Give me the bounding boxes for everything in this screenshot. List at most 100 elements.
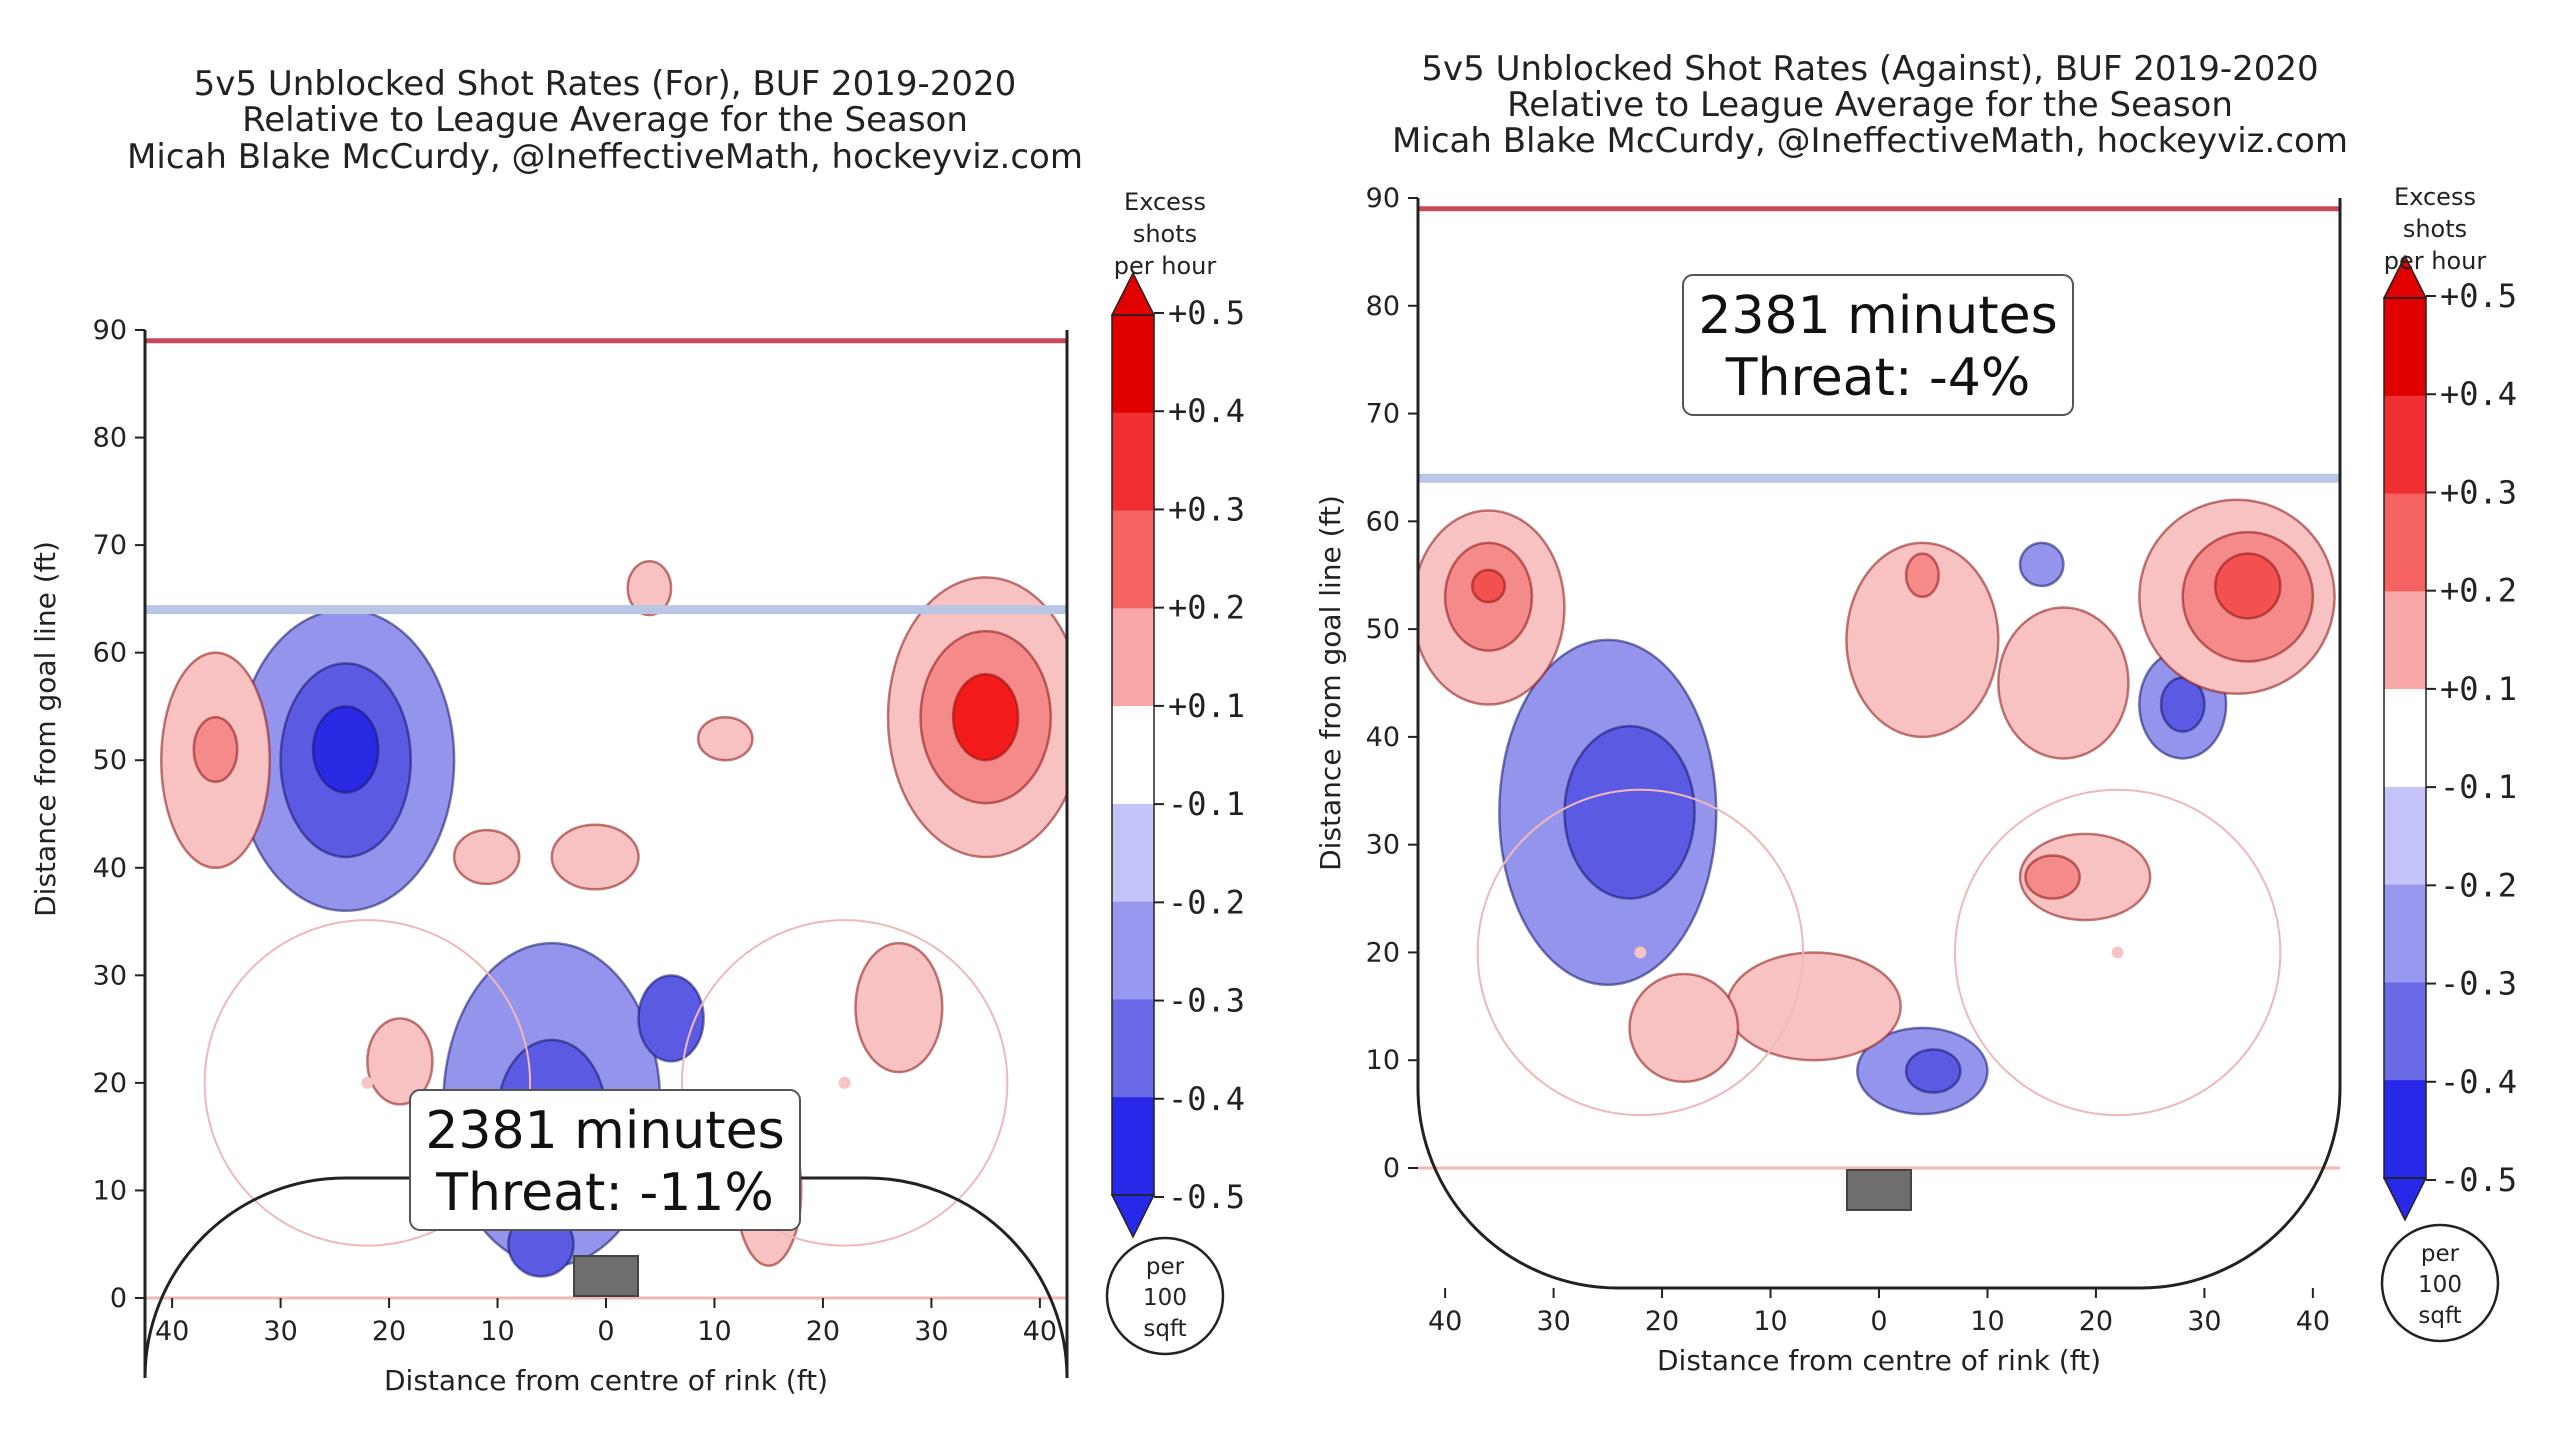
x-tick-label: 40 [1428,1306,1462,1337]
y-tick-label: 40 [93,853,127,884]
x-tick-label: 10 [697,1316,731,1347]
colorbar-band [1112,901,1154,1000]
colorbar-tick-label: +0.1 [1168,687,1245,725]
y-tick-label: 50 [1366,614,1400,645]
chart-panel-for: 5v5 Unblocked Shot Rates (For), BUF 2019… [29,64,1245,1397]
y-axis-label: Distance from goal line (ft) [1314,495,1347,871]
faceoff-dot [1634,946,1647,959]
colorbar-tick-label: +0.3 [1168,490,1245,528]
x-tick-label: 30 [1536,1306,1570,1337]
colorbar-frame [2383,297,2427,1179]
colorbar-band [1112,999,1154,1098]
heat-region-deficit [2018,541,2065,588]
colorbar-title-line: Excess [2394,183,2476,211]
colorbar-title-line: per hour [1114,252,1217,280]
colorbar-tick-label: -0.2 [1168,883,1245,921]
chart-title-line-3: Micah Blake McCurdy, @IneffectiveMath, h… [1392,121,2348,161]
colorbar-tick-label: -0.3 [1168,982,1245,1020]
colorbar-band [1112,1097,1154,1196]
y-tick-label: 10 [1366,1045,1400,1076]
colorbar-band [1112,706,1154,805]
x-tick-label: 30 [2187,1306,2221,1337]
colorbar-tick-label: -0.4 [2440,1063,2517,1101]
faceoff-circle [680,919,1009,1247]
y-tick-label: 90 [93,315,127,346]
unit-badge-line: 100 [1143,1285,1187,1311]
colorbar-band [2384,689,2426,788]
heat-region-excess [626,559,673,617]
colorbar-band [2384,1080,2426,1179]
unit-badge-line: per [1146,1254,1185,1280]
y-tick-label: 30 [1366,830,1400,861]
chart-panel-against: 5v5 Unblocked Shot Rates (Against), BUF … [1314,49,2517,1377]
colorbar-band [1112,608,1154,707]
heat-region-excess [854,941,944,1074]
y-axis-label: Distance from goal line (ft) [29,541,62,917]
y-tick-label: 10 [93,1175,127,1206]
y-tick-label: 20 [93,1068,127,1099]
y-tick-label: 50 [93,745,127,776]
heat-region-excess [696,715,754,762]
colorbar-band [1112,510,1154,609]
colorbar-tick-label: +0.2 [1168,589,1245,627]
unit-badge [2380,1223,2500,1343]
y-tick-label: 60 [1366,506,1400,537]
heat-region-excess [1997,606,2130,760]
heat-region-excess [1470,568,1507,604]
x-tick-label: 40 [155,1316,189,1347]
y-tick-label: 0 [1383,1153,1400,1184]
heat-region-deficit [1904,1048,1962,1094]
colorbar-band [2384,982,2426,1081]
threat-label: Threat: -11% [435,1163,774,1223]
colorbar-band [1112,412,1154,512]
x-tick-label: 20 [1645,1306,1679,1337]
y-tick-label: 70 [93,530,127,561]
colorbar-tick-label: +0.5 [1168,294,1245,332]
y-tick-label: 60 [93,638,127,669]
colorbar-tick-label: -0.3 [2440,965,2517,1003]
x-tick-label: 30 [263,1316,297,1347]
summary-box [1682,274,2074,416]
heat-region-excess [366,1017,434,1106]
chart-title-line-2: Relative to League Average for the Seaso… [1507,85,2233,125]
heat-region-excess [2024,854,2081,900]
colorbar-band [1112,803,1154,903]
colorbar-tick-label: +0.4 [1168,392,1245,430]
y-tick-label: 20 [1366,937,1400,968]
heat-region-excess [550,823,640,891]
heat-region-excess [1725,951,1902,1062]
colorbar-band [2384,591,2426,690]
colorbar-tick-label: +0.3 [2440,473,2517,511]
x-tick-label: 20 [2079,1306,2113,1337]
x-tick-label: 20 [372,1316,406,1347]
heat-region-deficit [637,974,705,1063]
unit-badge-line: sqft [1143,1316,1186,1342]
colorbar-frame [1111,314,1155,1196]
colorbar-tick-label: -0.1 [1168,785,1245,823]
faceoff-dot [2111,946,2124,959]
unit-badge-line: per [2421,1241,2460,1267]
faceoff-circle [1953,788,2282,1117]
heat-region-excess [1628,972,1740,1084]
unit-badge-line: 100 [2418,1272,2462,1298]
colorbar-band [2384,786,2426,886]
colorbar-bottom-arrow [1110,1194,1156,1239]
colorbar-band [2384,298,2426,397]
x-tick-label: 0 [1870,1306,1887,1337]
x-tick-label: 10 [1970,1306,2004,1337]
heat-region-excess [192,715,239,783]
heat-region-deficit [1563,724,1696,900]
heat-region-excess [452,828,521,886]
colorbar-tick-label: -0.5 [2440,1161,2517,1199]
faceoff-dot [838,1076,851,1089]
y-tick-label: 80 [93,423,127,454]
colorbar-title-line: shots [2403,215,2467,243]
colorbar-title-line: Excess [1124,188,1206,216]
y-tick-label: 80 [1366,291,1400,322]
colorbar-tick-label: -0.5 [1168,1178,1245,1216]
x-tick-label: 40 [2296,1306,2330,1337]
colorbar-bottom-arrow [2382,1177,2428,1222]
x-tick-label: 20 [806,1316,840,1347]
